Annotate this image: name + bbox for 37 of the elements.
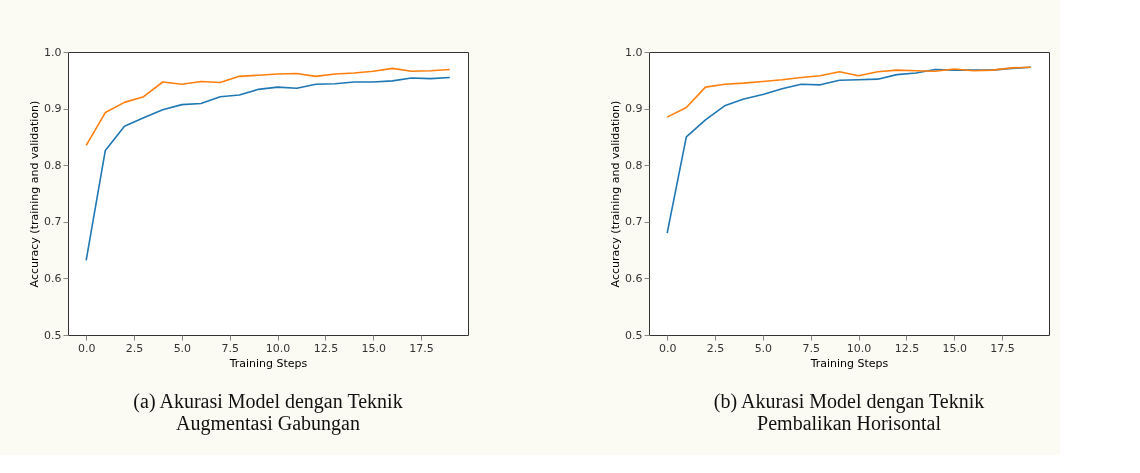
y-tick-label: 1.0 xyxy=(44,45,62,59)
x-tick-label: 17.5 xyxy=(409,341,434,355)
text: (a) Akurasi Model dengan Teknik Augmentasi Gabungan xyxy=(133,390,403,435)
line-series xyxy=(666,66,1032,118)
x-axis-title: Training Steps xyxy=(228,356,308,370)
x-tick-label: 7.5 xyxy=(802,341,820,355)
text: (b) Akurasi Model dengan Teknik Pembalikan Horisontal xyxy=(713,390,985,434)
y-tick-label: 0.6 xyxy=(625,271,643,285)
x-tick-label: 5.0 xyxy=(754,341,773,355)
x-tick-label: 7.5 xyxy=(221,341,239,355)
y-tick-label: 0.9 xyxy=(44,102,62,116)
x-tick-label: 2.5 xyxy=(706,341,725,355)
y-tick-label: 0.5 xyxy=(44,328,62,342)
x-tick-label: 0.0 xyxy=(658,341,677,355)
x-tick-label: 17.5 xyxy=(990,341,1015,355)
x-tick-label: 12.5 xyxy=(313,341,339,355)
y-tick-label: 0.6 xyxy=(44,271,62,285)
y-tick-label: 1.0 xyxy=(625,45,643,59)
y-axis-title: Accuracy (training and validation) xyxy=(28,100,42,288)
x-tick-label: 2.5 xyxy=(125,341,144,355)
y-tick-label: 0.5 xyxy=(625,328,643,342)
x-axis-title: Training Steps xyxy=(809,356,889,370)
x-tick-label: 0.0 xyxy=(77,341,96,355)
x-tick-label: 10.0 xyxy=(846,341,872,355)
y-tick-label: 0.7 xyxy=(625,215,643,229)
y-axis-title: Accuracy (training and validation) xyxy=(609,100,623,288)
line-series xyxy=(85,67,451,147)
y-tick-label: 0.8 xyxy=(44,158,62,172)
x-tick-label: 5.0 xyxy=(173,341,192,355)
x-tick-label: 15.0 xyxy=(361,341,387,355)
x-tick-label: 12.5 xyxy=(894,341,920,355)
x-tick-label: 15.0 xyxy=(942,341,968,355)
y-tick-label: 0.7 xyxy=(44,215,62,229)
y-tick-label: 0.8 xyxy=(625,158,643,172)
y-tick-label: 0.9 xyxy=(625,102,643,116)
line-series xyxy=(85,76,451,262)
x-tick-label: 10.0 xyxy=(265,341,291,355)
